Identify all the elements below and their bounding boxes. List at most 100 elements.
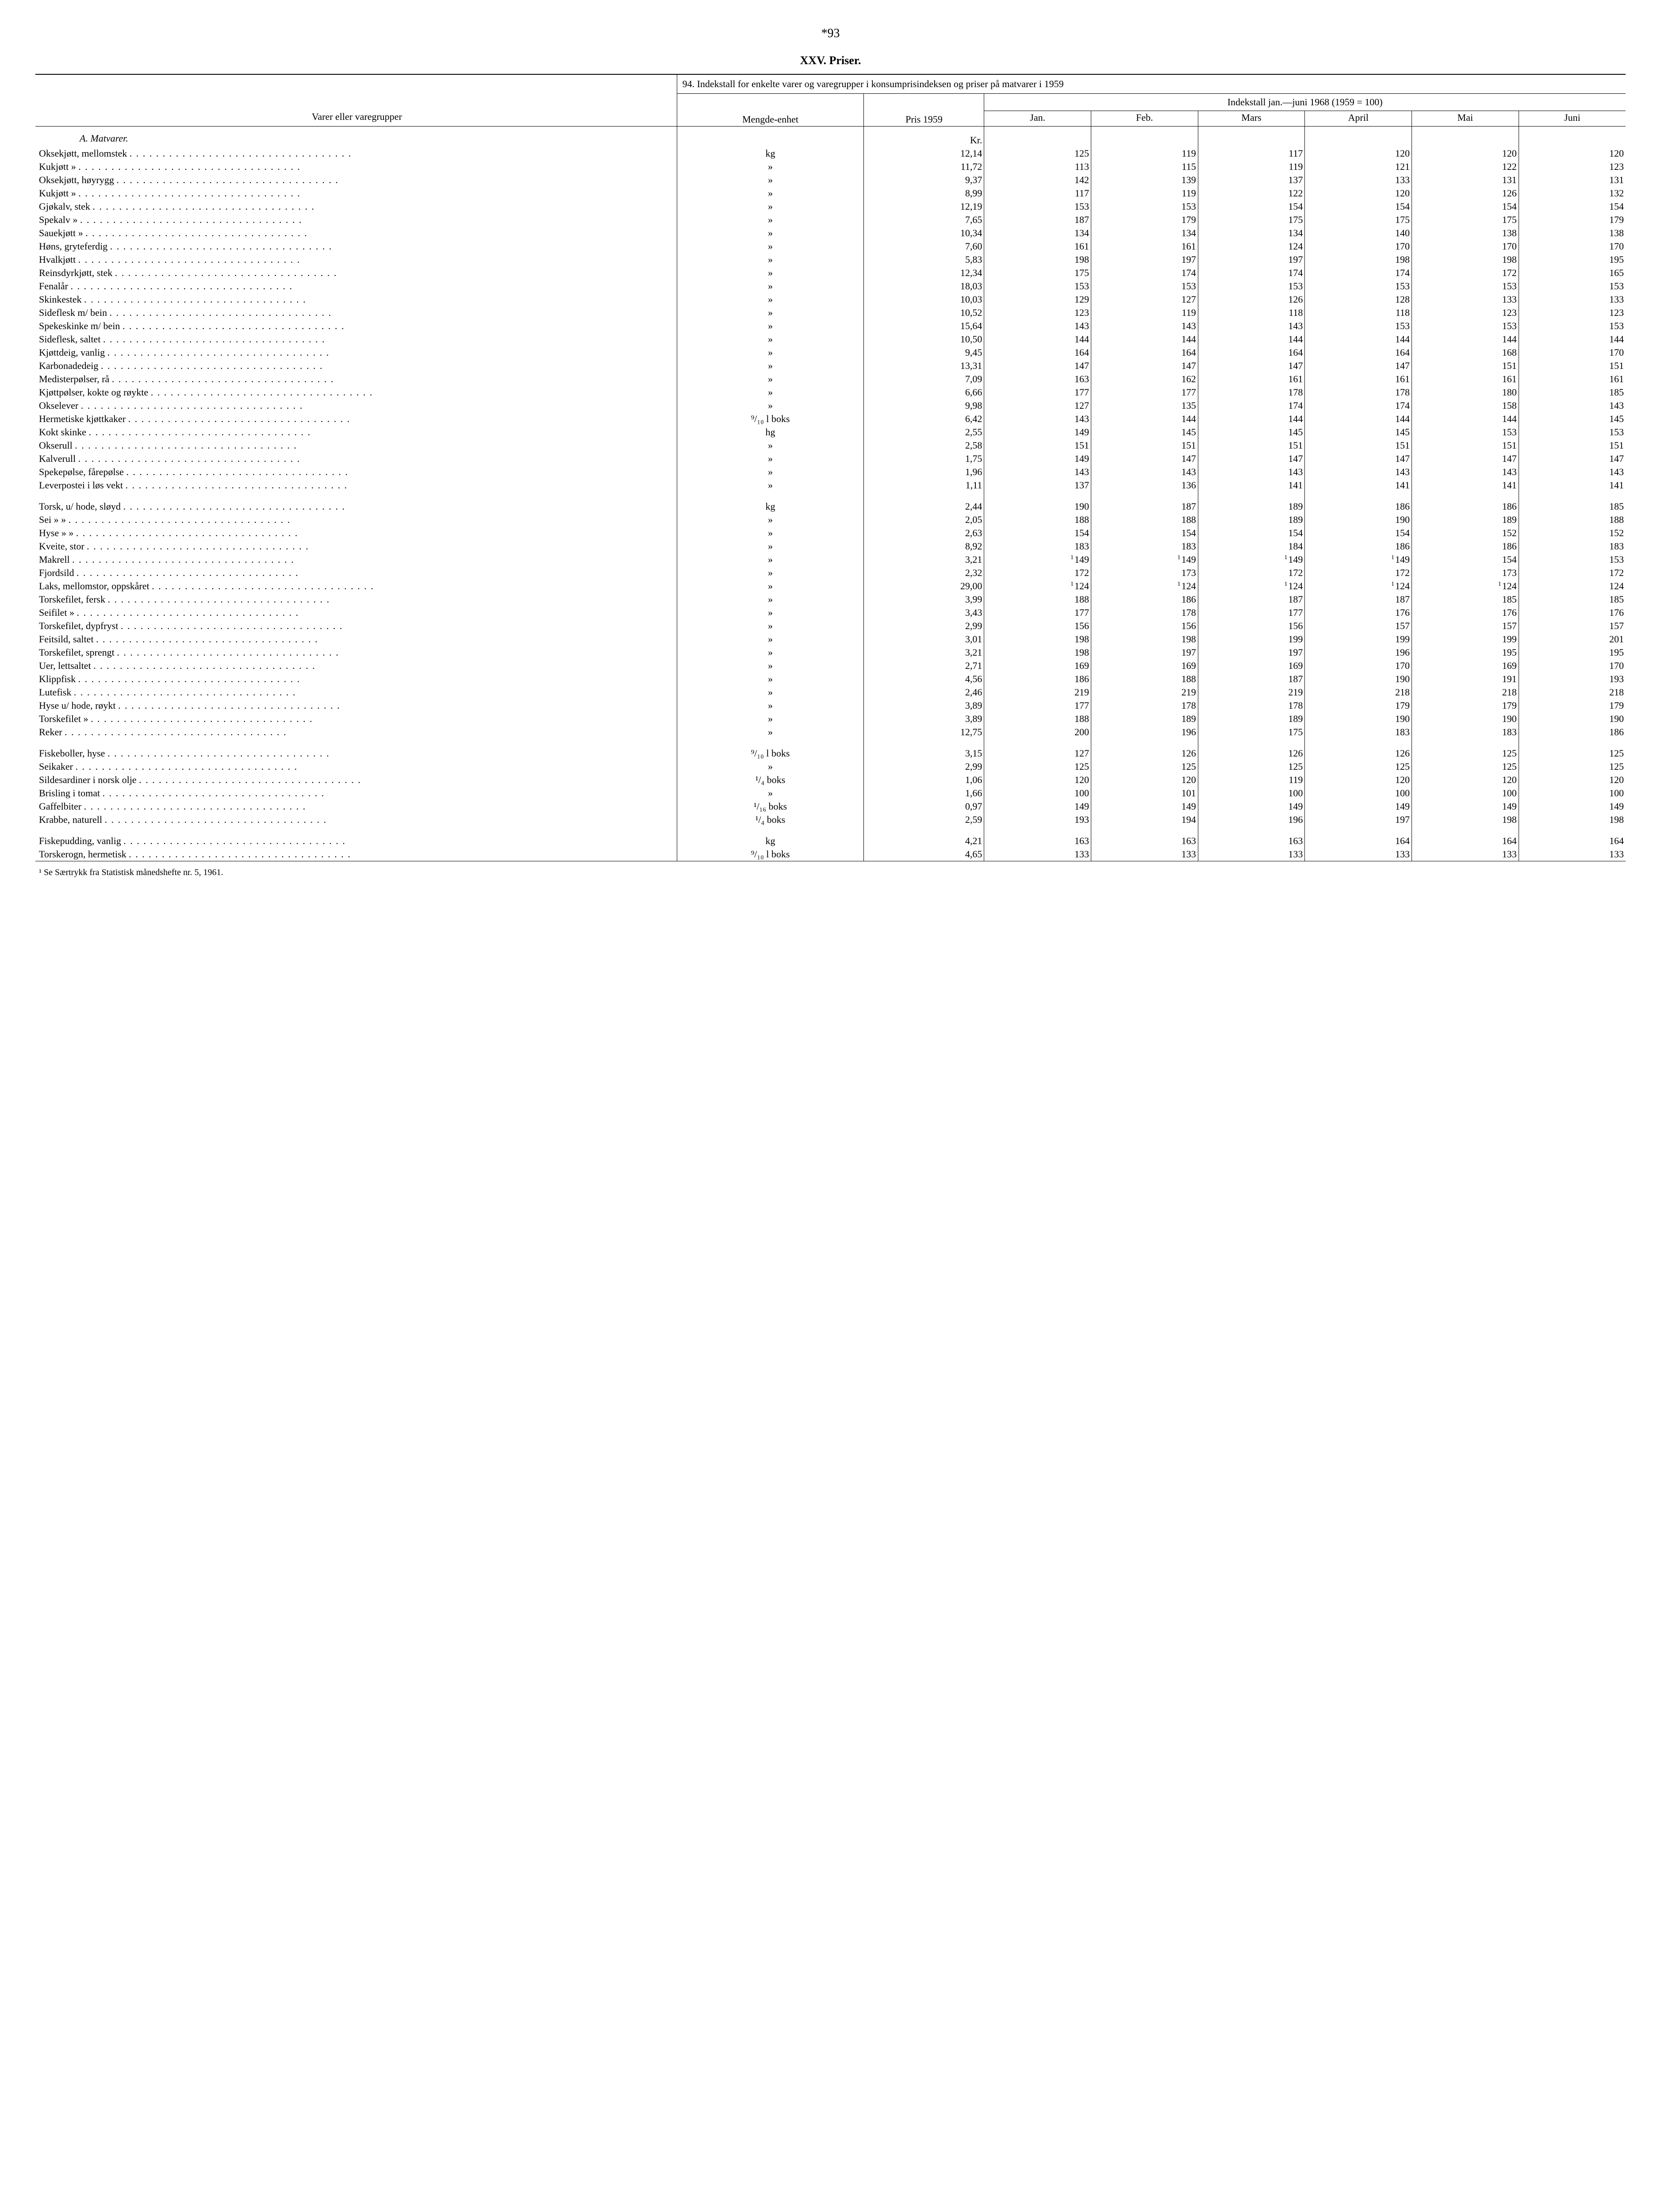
row-unit: » bbox=[677, 593, 864, 606]
row-unit: ¹/₄ boks bbox=[677, 773, 864, 787]
row-price: 1,11 bbox=[864, 479, 984, 492]
row-index: 179 bbox=[1412, 699, 1519, 712]
row-index: 133 bbox=[1412, 848, 1519, 861]
row-unit: » bbox=[677, 187, 864, 200]
row-index: 185 bbox=[1519, 500, 1626, 513]
row-index: 143 bbox=[984, 465, 1091, 479]
row-index: 1149 bbox=[1305, 553, 1412, 566]
row-price: 7,65 bbox=[864, 213, 984, 227]
row-index: 139 bbox=[1091, 173, 1198, 187]
row-index: 101 bbox=[1091, 787, 1198, 800]
row-label: Seikaker bbox=[35, 760, 677, 773]
row-index: 144 bbox=[1091, 333, 1198, 346]
row-index: 169 bbox=[1412, 659, 1519, 672]
row-index: 147 bbox=[1519, 452, 1626, 465]
row-index: 143 bbox=[1198, 319, 1305, 333]
row-index: 145 bbox=[1519, 412, 1626, 426]
row-index: 164 bbox=[1519, 834, 1626, 848]
row-index: 144 bbox=[1412, 412, 1519, 426]
col-month: Mai bbox=[1412, 111, 1519, 127]
row-price: 2,55 bbox=[864, 426, 984, 439]
row-index: 149 bbox=[1198, 800, 1305, 813]
row-index: 153 bbox=[984, 200, 1091, 213]
row-label: Kveite, stor bbox=[35, 540, 677, 553]
row-unit: » bbox=[677, 266, 864, 280]
row-index: 169 bbox=[1091, 659, 1198, 672]
row-index: 193 bbox=[984, 813, 1091, 826]
row-index: 125 bbox=[984, 760, 1091, 773]
row-unit: » bbox=[677, 659, 864, 672]
row-index: 188 bbox=[1091, 672, 1198, 686]
row-index: 127 bbox=[984, 399, 1091, 412]
row-index: 143 bbox=[1519, 465, 1626, 479]
row-index: 143 bbox=[1305, 465, 1412, 479]
row-index: 143 bbox=[1519, 399, 1626, 412]
row-label: Spekalv » bbox=[35, 213, 677, 227]
row-index: 153 bbox=[1305, 280, 1412, 293]
row-price: 2,99 bbox=[864, 619, 984, 633]
row-label: Makrell bbox=[35, 553, 677, 566]
row-unit: » bbox=[677, 253, 864, 266]
row-index: 120 bbox=[984, 773, 1091, 787]
row-index: 198 bbox=[1412, 253, 1519, 266]
row-index: 1124 bbox=[984, 580, 1091, 593]
row-index: 120 bbox=[1305, 147, 1412, 160]
row-index: 164 bbox=[984, 346, 1091, 359]
row-label: Okserull bbox=[35, 439, 677, 452]
row-label: Høns, gryteferdig bbox=[35, 240, 677, 253]
row-unit: » bbox=[677, 333, 864, 346]
row-index: 126 bbox=[1198, 747, 1305, 760]
row-index: 125 bbox=[984, 147, 1091, 160]
row-index: 144 bbox=[1412, 333, 1519, 346]
row-index: 119 bbox=[1091, 306, 1198, 319]
row-unit: hg bbox=[677, 426, 864, 439]
row-label: Torskefilet » bbox=[35, 712, 677, 726]
row-index: 151 bbox=[1198, 439, 1305, 452]
row-index: 164 bbox=[1305, 834, 1412, 848]
row-price: 15,64 bbox=[864, 319, 984, 333]
row-index: 133 bbox=[1305, 173, 1412, 187]
row-index: 132 bbox=[1519, 187, 1626, 200]
row-price: 4,21 bbox=[864, 834, 984, 848]
row-price: 29,00 bbox=[864, 580, 984, 593]
row-label: Hyse u/ hode, røykt bbox=[35, 699, 677, 712]
row-label: Torsk, u/ hode, sløyd bbox=[35, 500, 677, 513]
row-index: 120 bbox=[1519, 773, 1626, 787]
row-index: 161 bbox=[1519, 373, 1626, 386]
row-index: 151 bbox=[1412, 359, 1519, 373]
row-index: 119 bbox=[1091, 187, 1198, 200]
row-index: 164 bbox=[1198, 346, 1305, 359]
row-label: Torskefilet, sprengt bbox=[35, 646, 677, 659]
row-index: 188 bbox=[1519, 513, 1626, 526]
row-price: 10,34 bbox=[864, 227, 984, 240]
row-index: 169 bbox=[1198, 659, 1305, 672]
row-index: 136 bbox=[1091, 479, 1198, 492]
row-index: 149 bbox=[1412, 800, 1519, 813]
row-index: 197 bbox=[1198, 646, 1305, 659]
row-index: 1124 bbox=[1305, 580, 1412, 593]
row-index: 131 bbox=[1519, 173, 1626, 187]
row-index: 134 bbox=[1198, 227, 1305, 240]
section-title: XXV. Priser. bbox=[35, 54, 1626, 67]
row-price: 3,99 bbox=[864, 593, 984, 606]
row-index: 119 bbox=[1091, 147, 1198, 160]
row-index: 131 bbox=[1412, 173, 1519, 187]
row-label: Klippfisk bbox=[35, 672, 677, 686]
row-label: Laks, mellomstor, oppskåret bbox=[35, 580, 677, 593]
row-price: 3,21 bbox=[864, 646, 984, 659]
row-index: 122 bbox=[1198, 187, 1305, 200]
row-label: Hvalkjøtt bbox=[35, 253, 677, 266]
row-price: 7,60 bbox=[864, 240, 984, 253]
row-index: 201 bbox=[1519, 633, 1626, 646]
row-price: 7,09 bbox=[864, 373, 984, 386]
row-price: 0,97 bbox=[864, 800, 984, 813]
row-index: 190 bbox=[1305, 672, 1412, 686]
row-index: 178 bbox=[1305, 386, 1412, 399]
row-index: 144 bbox=[1198, 333, 1305, 346]
row-price: 12,75 bbox=[864, 726, 984, 739]
row-index: 153 bbox=[1412, 319, 1519, 333]
row-index: 134 bbox=[984, 227, 1091, 240]
row-index: 149 bbox=[984, 426, 1091, 439]
row-index: 178 bbox=[1198, 699, 1305, 712]
row-index: 144 bbox=[1198, 412, 1305, 426]
